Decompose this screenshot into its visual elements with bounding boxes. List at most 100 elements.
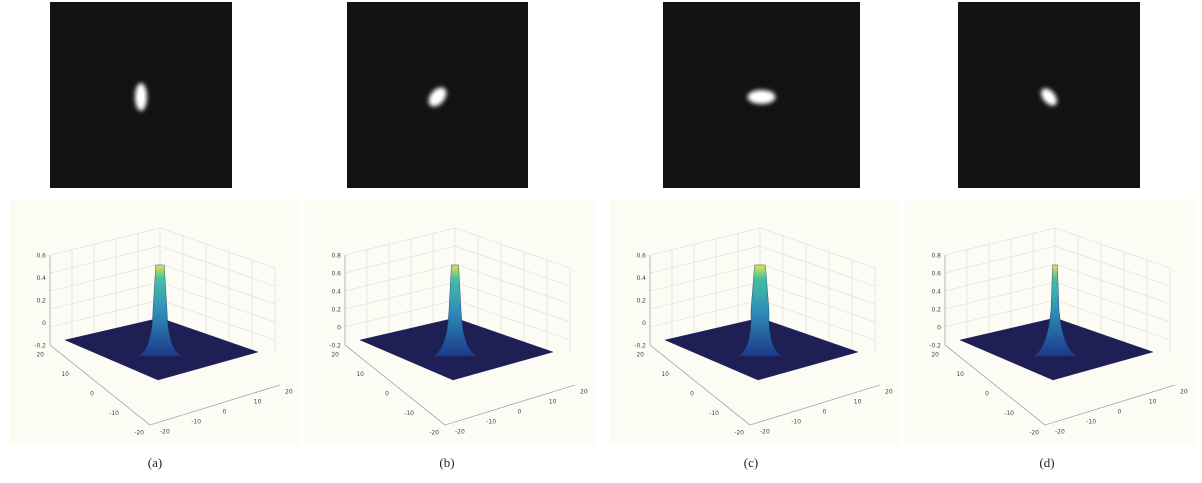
grid-line [759,263,876,305]
grid-line [1054,299,1171,341]
z-tick-label: 0.4 [931,289,941,296]
x-axis [444,384,576,426]
grid-line [49,245,161,274]
grid-line [1054,245,1171,287]
box-edge [649,227,761,256]
x-tick-label: -20 [760,429,770,436]
x-tick-label: 0 [1118,409,1122,416]
z-tick-label: 0.2 [636,298,646,305]
x-axis [749,384,881,426]
y-tick-label: 10 [356,371,364,378]
x-tick-label: -20 [160,429,170,436]
x-tick-label: -10 [191,419,201,426]
x-tick-label: 10 [549,399,557,406]
surface-peak [1032,264,1078,357]
grid-line [649,281,761,310]
y-axis [344,344,446,426]
x-tick-label: 0 [823,409,827,416]
x-tick-label: -20 [455,429,465,436]
grid-line [944,281,1056,310]
grid-line [49,299,161,328]
grid-line [159,299,276,341]
z-tick-label: 0.6 [36,253,46,260]
y-tick-label: -10 [709,410,719,417]
y-axis [49,344,151,426]
y-axis [944,344,1046,426]
x-tick-label: 10 [1149,399,1157,406]
y-tick-label: 20 [36,352,44,359]
x-tick-label: -10 [791,419,801,426]
surface-peak [432,264,478,357]
z-tick-label: -0.2 [929,343,941,350]
z-tick-label: 0.4 [636,275,646,282]
z-tick-label: 0 [337,325,341,332]
surface-peak [137,264,183,357]
y-tick-label: 20 [636,352,644,359]
y-tick-label: 0 [90,391,94,398]
z-tick-label: -0.2 [329,343,341,350]
panel: 0.6 0.4 0.2 0 -0.2 20 10 0 -10 -20 -20 -10 0 10 20 (a) [10,2,300,470]
x-tick-label: 10 [254,399,262,406]
y-tick-label: 0 [385,391,389,398]
y-tick-label: 10 [956,371,964,378]
z-tick-label: 0.8 [331,253,341,260]
y-tick-label: -20 [1029,430,1039,437]
grid-line [944,263,1056,292]
grid-line [759,299,876,341]
grid-line [649,263,761,292]
grid-line [454,299,571,341]
caption: (a) [148,455,162,470]
y-tick-label: -20 [134,430,144,437]
x-tick-label: 20 [885,389,893,396]
y-tick-label: 20 [931,352,939,359]
psf-spot [138,90,144,104]
grid-line [344,299,456,328]
y-tick-label: -10 [109,410,119,417]
psf-spot [754,93,769,101]
caption: (d) [1039,455,1054,470]
grid-line [1054,263,1171,305]
grid-line [759,281,876,323]
y-tick-label: -10 [404,410,414,417]
y-tick-label: 20 [331,352,339,359]
box-edge [49,227,161,256]
z-tick-label: 0.8 [931,253,941,260]
grid-line [454,245,571,287]
z-tick-label: 0 [642,320,646,327]
x-tick-label: 20 [580,389,588,396]
panel: 0.8 0.6 0.4 0.2 0 -0.2 20 10 0 -10 -20 -20 -10 0 10 20 (… [905,2,1195,470]
x-tick-label: 20 [1180,389,1188,396]
grid-line [944,299,1056,328]
y-tick-label: -20 [734,430,744,437]
grid-line [344,245,456,274]
surface-peak [737,264,783,357]
z-tick-label: 0.2 [36,298,46,305]
x-tick-label: 0 [518,409,522,416]
x-axis [1044,384,1176,426]
panel: 0.6 0.4 0.2 0 -0.2 20 10 0 -10 -20 -20 -10 0 10 20 (c) [610,2,900,470]
x-tick-label: -10 [1086,419,1096,426]
y-axis [649,344,751,426]
grid-line [944,245,1056,274]
box-edge [344,227,456,256]
grid-line [454,263,571,305]
z-tick-label: 0.2 [331,307,341,314]
x-tick-label: -10 [486,419,496,426]
box-edge [159,227,276,269]
grid-line [1054,281,1171,323]
z-tick-label: 0 [937,325,941,332]
y-tick-label: -10 [1004,410,1014,417]
grid-line [759,245,876,287]
grid-line [49,281,161,310]
box-edge [454,227,571,269]
panel: 0.8 0.6 0.4 0.2 0 -0.2 20 10 0 -10 -20 -20 -10 0 10 20 (… [305,2,595,470]
box-edge [1054,227,1171,269]
caption: (b) [439,455,454,470]
grid-line [344,263,456,292]
caption: (c) [744,455,758,470]
z-tick-label: 0.6 [636,253,646,260]
x-tick-label: -20 [1055,429,1065,436]
y-tick-label: 0 [690,391,694,398]
